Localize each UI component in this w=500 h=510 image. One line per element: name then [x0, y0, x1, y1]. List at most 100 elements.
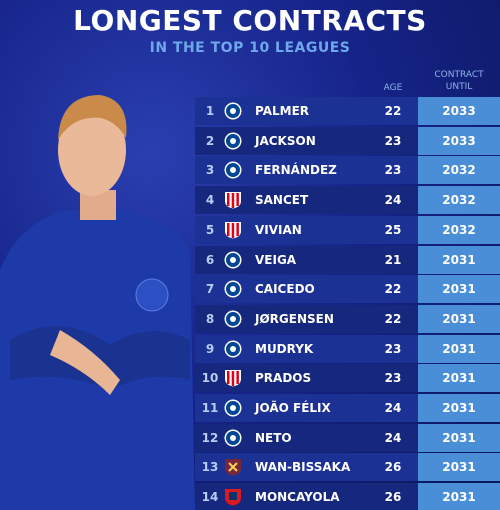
until: 2031 — [442, 430, 476, 445]
age: 23 — [384, 371, 402, 386]
club-badge — [224, 429, 242, 447]
until: 2031 — [442, 282, 476, 297]
rank: 9 — [205, 341, 215, 356]
club-badge — [224, 251, 242, 268]
name: FERNÁNDEZ — [255, 163, 337, 178]
until: 2031 — [442, 490, 476, 505]
age: 23 — [384, 341, 402, 356]
table-row: 10 PRADOS 23 2031 — [195, 364, 500, 393]
until: 2032 — [442, 193, 476, 208]
club-badge — [224, 310, 242, 328]
name: CAICEDO — [255, 282, 315, 297]
name: VIVIAN — [255, 222, 302, 237]
age: 24 — [384, 193, 402, 208]
rank: 14 — [201, 490, 219, 505]
contract-cell — [418, 334, 500, 363]
age: 23 — [384, 133, 402, 148]
rank: 10 — [201, 371, 219, 386]
name: SANCET — [255, 193, 309, 208]
until: 2031 — [442, 341, 476, 356]
subtitle: IN THE TOP 10 LEAGUES — [149, 40, 351, 56]
name: JOÃO FÉLIX — [255, 401, 331, 415]
contract-cell — [418, 215, 500, 244]
rank: 13 — [201, 460, 219, 475]
contract-cell — [418, 423, 500, 452]
club-badge — [224, 399, 242, 417]
age: 23 — [384, 163, 402, 178]
column-header: AGE — [383, 83, 403, 93]
rank: 2 — [205, 133, 215, 148]
rank: 1 — [205, 104, 215, 118]
club-badge — [225, 221, 241, 239]
age: 24 — [384, 430, 402, 445]
until: 2032 — [442, 163, 476, 178]
player-image — [0, 95, 195, 510]
table-row: 7 CAICEDO 22 2031 — [195, 275, 500, 304]
name: NETO — [255, 430, 292, 445]
age: 22 — [384, 311, 402, 326]
until: 2031 — [442, 371, 476, 386]
rank: 8 — [205, 311, 215, 326]
contract-cell — [418, 156, 500, 185]
contract-cell — [418, 126, 500, 155]
rank: 4 — [205, 193, 215, 208]
table-row: 3 FERNÁNDEZ 23 2032 — [195, 156, 500, 185]
until: 2033 — [442, 104, 476, 118]
rank: 5 — [205, 222, 215, 237]
contract-cell — [418, 364, 500, 393]
rank: 3 — [205, 163, 215, 178]
until: 2031 — [442, 252, 476, 267]
name: JØRGENSEN — [255, 311, 334, 326]
until: 2031 — [442, 401, 476, 415]
name: PRADOS — [255, 371, 312, 386]
club-badge — [224, 340, 242, 358]
table-row: 2 JACKSON 23 2033 — [195, 126, 500, 155]
club-badge — [224, 132, 242, 150]
title: LONGEST CONTRACTS — [73, 4, 427, 37]
table-row: 4 SANCET 24 2032 — [195, 186, 500, 215]
rank: 7 — [205, 282, 215, 297]
table-row: 13 WAN-BISSAKA 26 2031 — [195, 453, 500, 482]
club-badge — [224, 161, 242, 179]
until: 2031 — [442, 460, 476, 475]
age: 24 — [384, 401, 402, 415]
contract-cell — [418, 275, 500, 304]
table-row: 6 VEIGA 21 2031 — [195, 245, 500, 274]
name: WAN-BISSAKA — [255, 460, 351, 475]
table-row: 14 MONCAYOLA 26 2031 — [195, 483, 500, 510]
name: JACKSON — [255, 133, 316, 148]
contract-cell — [418, 97, 500, 125]
column-header: CONTRACT UNTIL — [434, 70, 484, 92]
club-badge — [225, 370, 241, 387]
club-badge — [225, 459, 241, 476]
age: 25 — [384, 222, 402, 237]
table-row: 11 JOÃO FÉLIX 24 2031 — [195, 394, 500, 422]
name: VEIGA — [255, 252, 297, 267]
contract-cell — [418, 304, 500, 333]
club-badge — [225, 489, 241, 506]
table-row: 1 PALMER 22 2033 — [195, 97, 500, 125]
until: 2031 — [442, 311, 476, 326]
contract-cell — [418, 483, 500, 510]
table-row: 12 NETO 24 2031 — [195, 423, 500, 452]
contract-cell — [418, 186, 500, 215]
table-row: 9 MUDRYK 23 2031 — [195, 334, 500, 363]
contract-cell — [418, 453, 500, 482]
until: 2032 — [442, 222, 476, 237]
name: MUDRYK — [255, 341, 314, 356]
name: PALMER — [255, 104, 310, 118]
contract-cell — [418, 245, 500, 274]
age: 22 — [384, 282, 402, 297]
age: 26 — [384, 490, 402, 505]
contract-cell — [418, 394, 500, 422]
rank: 6 — [205, 252, 215, 267]
club-badge — [225, 192, 241, 209]
club-badge — [224, 102, 242, 120]
table-row: 5 VIVIAN 25 2032 — [195, 215, 500, 244]
rank: 12 — [201, 430, 219, 445]
rank: 11 — [201, 401, 219, 415]
age: 22 — [384, 104, 402, 118]
table-row: 8 JØRGENSEN 22 2031 — [195, 304, 500, 333]
club-badge — [224, 280, 242, 298]
